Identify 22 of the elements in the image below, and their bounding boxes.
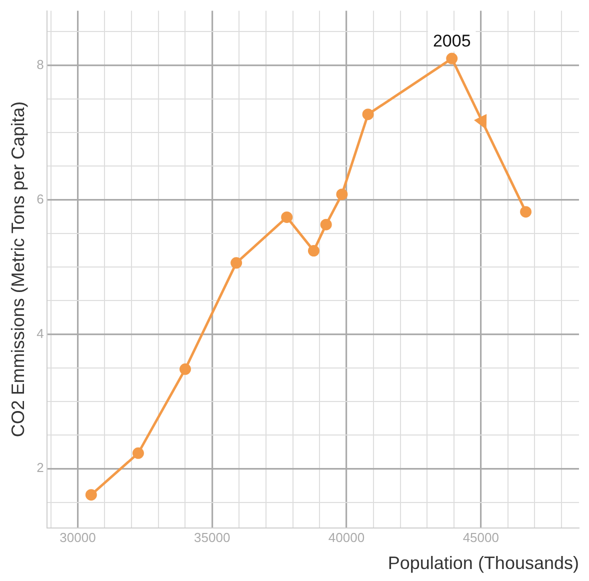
x-tick-label: 30000 xyxy=(60,530,96,546)
y-tick-label: 8 xyxy=(36,56,44,72)
point xyxy=(362,108,374,120)
point xyxy=(320,218,332,230)
point xyxy=(281,211,293,223)
y-tick-label: 4 xyxy=(36,326,44,341)
point xyxy=(180,363,191,375)
point xyxy=(446,52,458,64)
point xyxy=(308,245,320,257)
point xyxy=(132,447,144,459)
point xyxy=(85,489,97,501)
point xyxy=(336,188,348,200)
annotation: 2005 xyxy=(432,32,471,51)
y-tick-label: 6 xyxy=(36,191,44,206)
y-tick-label: 2 xyxy=(36,460,44,476)
point xyxy=(520,206,532,218)
x-tick-label: 40000 xyxy=(328,530,365,546)
y-axis-title: CO2 Emmissions (Metric Tons per Capita) xyxy=(8,101,28,438)
x-axis-title: Population (Thousands) xyxy=(388,553,579,574)
point xyxy=(230,257,242,269)
x-tick-label: 35000 xyxy=(194,530,230,546)
x-tick-label: 45000 xyxy=(462,530,499,546)
